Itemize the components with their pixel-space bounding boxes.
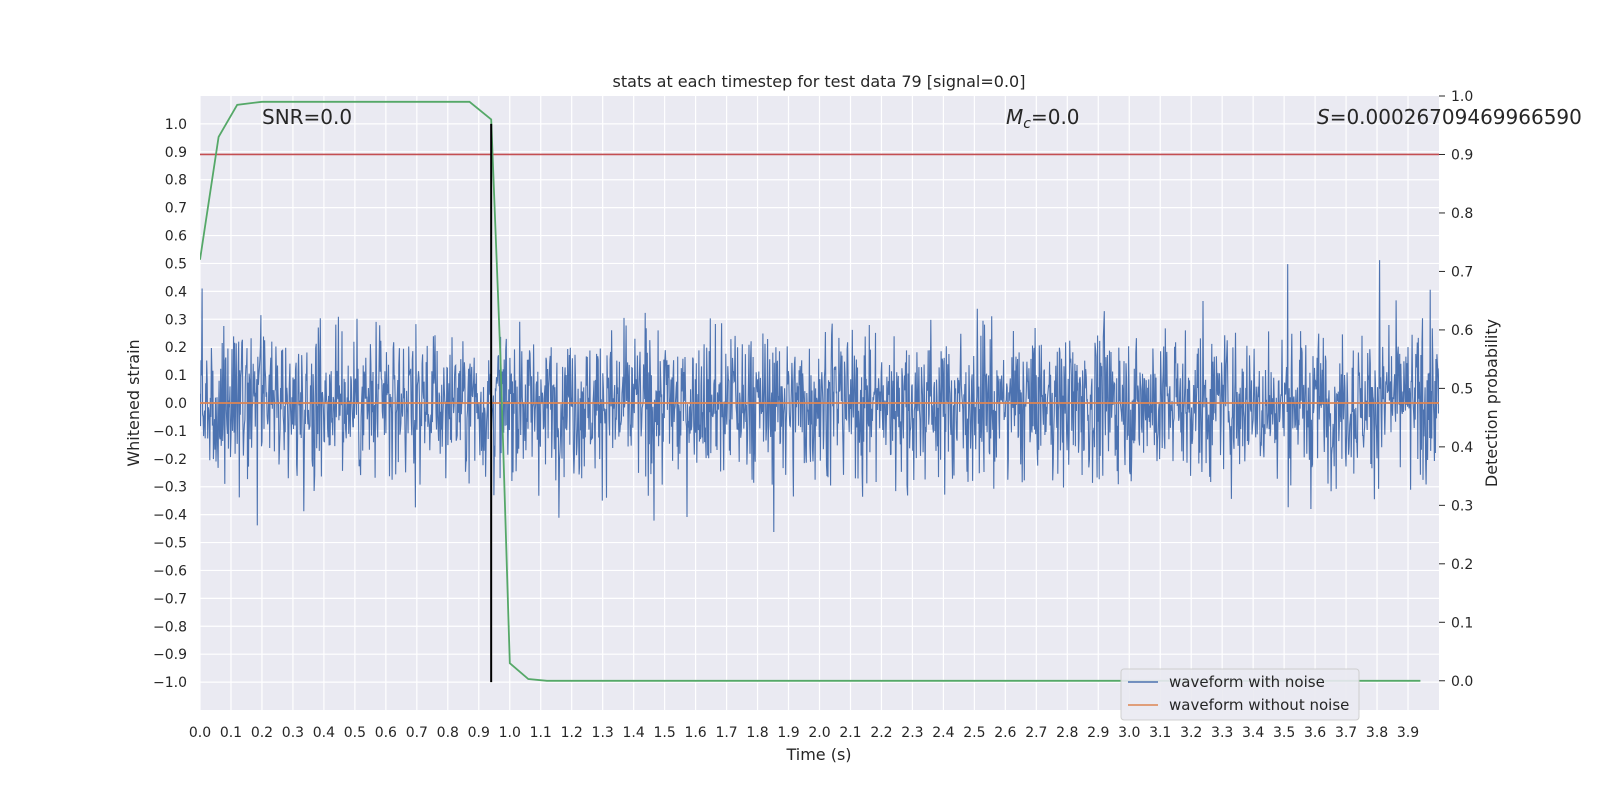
x-tick-label: 2.4 (932, 725, 954, 741)
legend-box (1120, 668, 1360, 721)
x-tick-label: 2.2 (870, 725, 892, 741)
y-tick-label: 0.2 (165, 340, 187, 356)
y-tick-label: −0.5 (153, 536, 187, 552)
x-tick-label: 0.3 (282, 725, 304, 741)
x-tick-label: 3.1 (1149, 725, 1171, 741)
y-tick-label: −1.0 (153, 675, 187, 691)
y-tick-label: 1.0 (165, 117, 187, 133)
y-tick-label: 0.9 (165, 145, 187, 161)
x-axis-ticks: 0.0 0.1 0.2 0.3 0.4 0.5 0.6 0.7 0.8 0.9 1.0 1.1 1.2 1… (189, 725, 1419, 741)
y-tick-label: −0.8 (153, 619, 187, 635)
x-tick-label: 2.9 (1087, 725, 1109, 741)
y-tick-label: 0.3 (165, 312, 187, 328)
x-tick-label: 0.5 (344, 725, 366, 741)
x-tick-label: 0.6 (375, 725, 397, 741)
noise-waveform (200, 260, 1439, 533)
overlay-lines (200, 100, 1439, 683)
s-symbol: S (1317, 105, 1330, 129)
y2-tick-label: 0.9 (1451, 147, 1473, 163)
noise-waveform-path (200, 260, 1439, 533)
y2-tick-label: 0.1 (1451, 615, 1473, 631)
mc-value: =0.0 (1031, 105, 1080, 129)
x-tick-label: 0.2 (251, 725, 273, 741)
x-tick-label: 1.2 (561, 725, 583, 741)
x-tick-label: 0.8 (437, 725, 459, 741)
y2-axis-ticks: 1.0 0.9 0.8 0.7 0.6 0.5 0.4 0.3 0.2 0.1 0.0 (1439, 89, 1473, 690)
y2-tick-label: 0.4 (1451, 440, 1473, 456)
s-annotation: S=0.00026709469966590 (1317, 105, 1582, 129)
y-tick-label: −0.1 (153, 424, 187, 440)
x-axis-label: Time (s) (785, 745, 851, 764)
x-tick-label: 1.0 (499, 725, 521, 741)
chart-title: stats at each timestep for test data 79 … (613, 72, 1026, 91)
legend: waveform with noise waveform without noi… (1120, 668, 1360, 721)
mc-subscript: c (1023, 116, 1031, 132)
x-tick-label: 0.7 (406, 725, 428, 741)
x-tick-label: 1.8 (746, 725, 768, 741)
x-tick-label: 3.9 (1397, 725, 1419, 741)
y-tick-label: −0.4 (153, 508, 187, 524)
y-tick-label: 0.5 (165, 256, 187, 272)
x-tick-label: 3.0 (1118, 725, 1140, 741)
x-tick-label: 3.6 (1304, 725, 1326, 741)
x-tick-label: 3.3 (1211, 725, 1233, 741)
x-tick-label: 3.2 (1180, 725, 1202, 741)
x-tick-label: 3.8 (1366, 725, 1388, 741)
mc-annotation: Mc=0.0 (1006, 105, 1080, 132)
x-tick-label: 0.4 (313, 725, 335, 741)
x-tick-label: 0.9 (468, 725, 490, 741)
x-tick-label: 1.9 (777, 725, 799, 741)
y-tick-label: 0.6 (165, 229, 187, 245)
y2-tick-label: 0.7 (1451, 264, 1473, 280)
mc-symbol: M (1006, 105, 1023, 129)
x-tick-label: 3.4 (1242, 725, 1264, 741)
x-tick-label: 2.3 (901, 725, 923, 741)
detection-probability-line (200, 100, 1421, 682)
x-tick-label: 2.8 (1056, 725, 1078, 741)
legend-label-clean: waveform without noise (1169, 696, 1349, 714)
x-tick-label: 1.6 (684, 725, 706, 741)
x-tick-label: 1.1 (530, 725, 552, 741)
x-tick-label: 0.0 (189, 725, 211, 741)
y-tick-label: −0.9 (153, 647, 187, 663)
x-tick-label: 3.5 (1273, 725, 1295, 741)
x-tick-label: 3.7 (1335, 725, 1357, 741)
y-tick-label: 0.7 (165, 201, 187, 217)
y2-tick-label: 0.2 (1451, 557, 1473, 573)
y2-tick-label: 0.3 (1451, 498, 1473, 514)
y-tick-label: 0.8 (165, 173, 187, 189)
legend-label-noise: waveform with noise (1169, 673, 1325, 691)
x-tick-label: 1.7 (715, 725, 737, 741)
y-tick-label: −0.7 (153, 591, 187, 607)
y2-tick-label: 0.0 (1451, 674, 1473, 690)
y-tick-label: 0.1 (165, 368, 187, 384)
y2-tick-label: 1.0 (1451, 89, 1473, 105)
snr-annotation: SNR=0.0 (262, 105, 352, 129)
x-tick-label: 2.0 (808, 725, 830, 741)
x-tick-label: 1.3 (592, 725, 614, 741)
y2-tick-label: 0.6 (1451, 323, 1473, 339)
y-tick-label: −0.6 (153, 563, 187, 579)
y-tick-label: 0.0 (165, 396, 187, 412)
y2-tick-label: 0.8 (1451, 206, 1473, 222)
y-tick-label: −0.2 (153, 452, 187, 468)
x-tick-label: 0.1 (220, 725, 242, 741)
x-tick-label: 1.4 (623, 725, 645, 741)
x-tick-label: 2.1 (839, 725, 861, 741)
x-tick-label: 1.5 (653, 725, 675, 741)
s-value: =0.00026709469966590 (1330, 105, 1582, 129)
y2-axis-label: Detection probability (1482, 319, 1501, 487)
y-axis-ticks: 1.0 0.9 0.8 0.7 0.6 0.5 0.4 0.3 0.2 0.1 0.0 −0.1 −0.… (153, 117, 187, 691)
x-tick-label: 2.7 (1025, 725, 1047, 741)
y-axis-label: Whitened strain (124, 339, 143, 466)
y2-tick-label: 0.5 (1451, 381, 1473, 397)
x-tick-label: 2.5 (963, 725, 985, 741)
x-tick-label: 2.6 (994, 725, 1016, 741)
y-tick-label: −0.3 (153, 480, 187, 496)
y-tick-label: 0.4 (165, 284, 187, 300)
